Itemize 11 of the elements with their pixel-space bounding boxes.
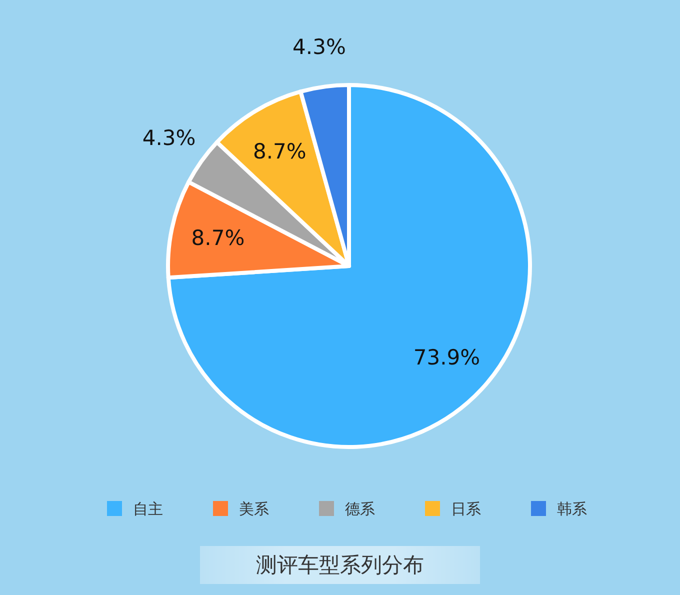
legend-label: 日系: [451, 500, 481, 518]
text: 测评车型系列分布: [256, 553, 424, 577]
data-label: 8.7%: [252, 139, 306, 164]
data-label: 4.3%: [142, 126, 196, 150]
legend-label: 德系: [345, 500, 375, 518]
legend-label: 美系: [239, 500, 269, 518]
legend-label: 自主: [133, 500, 163, 518]
legend-label: 韩系: [557, 500, 587, 518]
data-label: 73.9%: [413, 346, 480, 370]
data-label: 8.7%: [191, 226, 245, 250]
data-label: 4.3%: [292, 35, 346, 60]
